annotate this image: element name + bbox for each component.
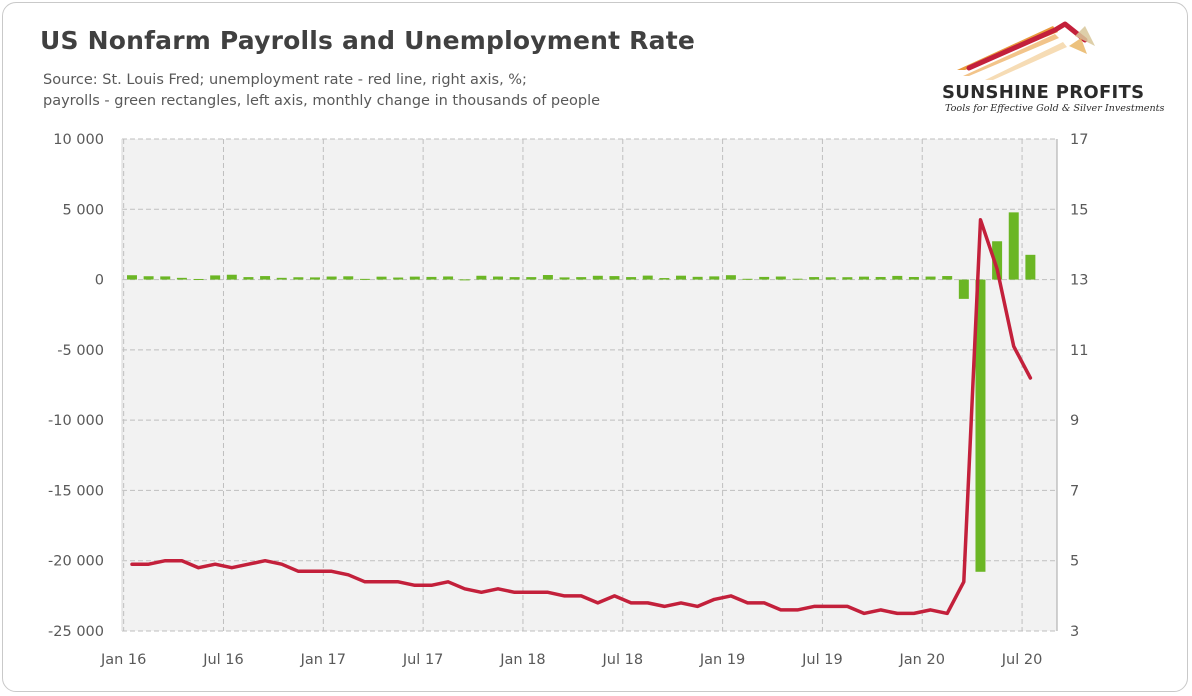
left-axis-tick-label: 5 000 bbox=[62, 202, 104, 218]
right-axis-tick-label: 17 bbox=[1070, 132, 1088, 148]
payroll-bar bbox=[559, 277, 570, 280]
subtitle-line: Source: St. Louis Fred; unemployment rat… bbox=[43, 72, 527, 88]
payroll-bar bbox=[1008, 212, 1019, 280]
left-axis-tick-label: -5 000 bbox=[57, 343, 104, 359]
payroll-bar bbox=[226, 274, 237, 280]
payroll-bar bbox=[875, 276, 886, 280]
right-axis-tick-label: 9 bbox=[1070, 413, 1079, 429]
payroll-bar bbox=[426, 276, 437, 280]
payroll-bar bbox=[326, 276, 337, 280]
payroll-bar bbox=[359, 278, 370, 280]
chart-title: US Nonfarm Payrolls and Unemployment Rat… bbox=[40, 26, 696, 55]
payroll-bar bbox=[825, 277, 836, 280]
payroll-bar bbox=[126, 275, 137, 280]
right-axis-tick-label: 5 bbox=[1070, 554, 1079, 570]
payroll-bar bbox=[775, 276, 786, 280]
right-axis-tick-label: 15 bbox=[1070, 202, 1088, 218]
payroll-bar bbox=[792, 278, 803, 280]
payroll-bar bbox=[193, 278, 204, 280]
right-axis-tick-label: 13 bbox=[1070, 273, 1088, 289]
right-axis-tick-label: 3 bbox=[1070, 624, 1079, 640]
left-axis-tick-label: -25 000 bbox=[48, 624, 104, 640]
payroll-bar bbox=[742, 278, 753, 280]
payroll-bar bbox=[176, 277, 187, 280]
payroll-bar bbox=[476, 275, 487, 280]
left-axis-tick-label: -15 000 bbox=[48, 483, 104, 499]
x-axis-tick-label: Jan 17 bbox=[300, 652, 346, 668]
grid-lines bbox=[122, 138, 1057, 632]
payroll-bar bbox=[759, 276, 770, 280]
payroll-bar bbox=[709, 276, 720, 280]
subtitle-line: payrolls - green rectangles, left axis, … bbox=[43, 93, 601, 109]
axes: 10 000 5 000 0 -5 000 -10 000 -15 000 -20 000 -… bbox=[48, 132, 1088, 668]
x-axis-tick-label: Jan 18 bbox=[499, 652, 545, 668]
payroll-bar bbox=[393, 277, 404, 280]
payroll-bar bbox=[276, 277, 287, 280]
x-axis-tick-label: Jul 18 bbox=[601, 652, 643, 668]
payroll-bar bbox=[925, 276, 936, 280]
payroll-bar bbox=[892, 275, 903, 280]
x-axis-tick-label: Jul 16 bbox=[202, 652, 244, 668]
x-axis-tick-label: Jul 17 bbox=[402, 652, 444, 668]
payroll-bar bbox=[493, 276, 503, 280]
payroll-bar bbox=[293, 277, 304, 280]
payroll-bar bbox=[542, 275, 553, 280]
rising-arrow-logo-icon bbox=[957, 21, 1095, 80]
payroll-bar bbox=[376, 276, 387, 280]
x-axis-tick-label: Jan 16 bbox=[100, 652, 146, 668]
payroll-bar bbox=[725, 275, 736, 280]
payroll-bar bbox=[992, 241, 1003, 280]
payroll-bar bbox=[659, 278, 670, 280]
logo-name: SUNSHINE PROFITS bbox=[942, 82, 1145, 103]
payroll-bar bbox=[143, 276, 154, 280]
right-axis-tick-label: 11 bbox=[1070, 343, 1088, 359]
left-axis-tick-label: 0 bbox=[95, 273, 104, 289]
brand-logo: SUNSHINE PROFITS Tools for Effective Gol… bbox=[935, 20, 1175, 116]
payroll-bar bbox=[343, 276, 354, 280]
payroll-bar bbox=[243, 277, 254, 280]
payroll-bar bbox=[260, 276, 271, 280]
left-axis-tick-label: 10 000 bbox=[53, 132, 104, 148]
payroll-bar bbox=[576, 277, 587, 280]
payroll-bar bbox=[942, 276, 953, 280]
payroll-bar bbox=[309, 277, 320, 280]
plot-area bbox=[122, 139, 1057, 631]
x-axis-tick-label: Jan 20 bbox=[899, 652, 945, 668]
payroll-bar bbox=[409, 276, 420, 280]
payroll-bar bbox=[592, 275, 603, 280]
x-axis-tick-label: Jan 19 bbox=[699, 652, 745, 668]
payroll-bar bbox=[459, 279, 470, 281]
payroll-bar bbox=[842, 277, 853, 280]
logo-tagline: Tools for Effective Gold & Silver Invest… bbox=[945, 103, 1165, 114]
left-axis-tick-label: -20 000 bbox=[48, 554, 104, 570]
left-axis-tick-label: -10 000 bbox=[48, 413, 104, 429]
payroll-bar bbox=[809, 277, 820, 280]
payroll-bar bbox=[609, 276, 620, 280]
payroll-bar bbox=[975, 279, 986, 572]
right-axis-tick-label: 7 bbox=[1070, 483, 1079, 499]
payroll-bar bbox=[908, 276, 919, 280]
payroll-bar bbox=[210, 275, 221, 280]
payroll-bar bbox=[642, 275, 653, 280]
payroll-bars bbox=[126, 212, 1036, 572]
payroll-bar bbox=[676, 275, 686, 280]
chart-subtitle: Source: St. Louis Fred; unemployment rat… bbox=[43, 70, 600, 112]
unemployment-line bbox=[130, 218, 1033, 616]
x-axis-tick-label: Jul 19 bbox=[801, 652, 843, 668]
payroll-bar bbox=[526, 277, 537, 280]
payroll-bar bbox=[509, 277, 520, 280]
payroll-bar bbox=[443, 276, 454, 280]
payroll-bar bbox=[160, 276, 171, 280]
payroll-bar bbox=[859, 276, 870, 280]
payroll-bar bbox=[958, 279, 969, 299]
payroll-bar bbox=[626, 277, 637, 280]
x-axis-tick-label: Jul 20 bbox=[1001, 652, 1043, 668]
unemployment-line-layer bbox=[130, 218, 1033, 616]
payroll-bar bbox=[692, 276, 703, 280]
payroll-bar bbox=[1025, 254, 1036, 280]
